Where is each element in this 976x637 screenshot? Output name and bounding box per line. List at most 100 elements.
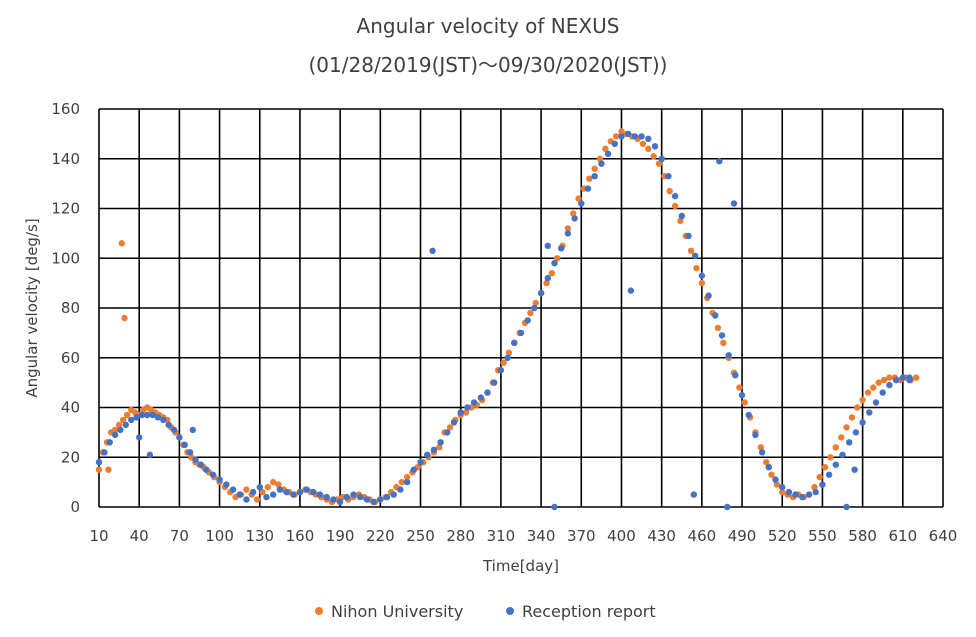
reception-report-point — [544, 274, 551, 282]
nihon-university-point — [645, 145, 652, 152]
reception-report-point — [464, 404, 471, 411]
nihon-university-point — [677, 217, 684, 225]
x-tick-label: 460 — [688, 527, 717, 545]
reception-report-point — [625, 130, 632, 138]
reception-report-point — [429, 247, 436, 254]
reception-report-point — [738, 391, 746, 399]
reception-report-point — [618, 133, 625, 140]
nihon-university-point — [639, 140, 647, 147]
reception-report-point — [716, 158, 723, 165]
reception-report-point — [276, 486, 284, 493]
nihon-university-point — [838, 434, 845, 441]
nihon-university-point — [118, 240, 126, 247]
nihon-university-point — [773, 481, 781, 488]
reception-report-point — [106, 439, 113, 446]
reception-report-point — [470, 399, 478, 406]
data-points — [95, 128, 920, 511]
reception-report-point — [705, 292, 712, 299]
nihon-university-point — [811, 483, 818, 491]
x-tick-label: 430 — [647, 527, 676, 545]
reception-report-point — [216, 476, 223, 483]
reception-report-point — [732, 372, 739, 379]
nihon-university-point — [698, 279, 706, 287]
nihon-university-point — [763, 459, 770, 466]
reception-report-point — [627, 287, 635, 294]
y-tick-label: 20 — [61, 448, 80, 466]
reception-report-point — [517, 329, 525, 337]
nihon-university-point — [111, 426, 119, 434]
reception-report-point — [846, 439, 853, 446]
reception-report-point — [154, 414, 162, 421]
reception-report-point — [504, 354, 511, 361]
reception-report-point — [146, 451, 154, 458]
chart-title-line1: Angular velocity of NEXUS — [357, 14, 620, 38]
reception-report-point — [584, 185, 592, 192]
nihon-university-point — [618, 128, 625, 135]
nihon-university-point — [564, 225, 572, 232]
y-tick-label: 160 — [51, 100, 80, 118]
nihon-university-point — [403, 473, 411, 481]
nihon-university-point — [779, 488, 786, 496]
reception-report-point — [578, 200, 585, 207]
x-tick-label: 10 — [89, 527, 108, 545]
reception-report-point — [138, 411, 146, 419]
reception-report-point — [651, 143, 659, 150]
x-tick-label: 250 — [406, 527, 435, 545]
x-tick-label: 640 — [929, 527, 958, 545]
nihon-university-point — [843, 424, 850, 431]
reception-report-point — [283, 488, 290, 496]
reception-report-point — [745, 411, 752, 419]
reception-report-point — [551, 503, 558, 511]
reception-report-point — [851, 466, 858, 473]
nihon-university-point — [264, 483, 271, 491]
reception-report-point — [531, 304, 538, 312]
reception-report-point — [866, 409, 873, 416]
nihon-university-point — [854, 404, 861, 411]
reception-report-point — [692, 252, 699, 259]
nihon-university-point — [693, 265, 700, 272]
reception-report-point — [812, 488, 819, 496]
reception-report-point — [176, 434, 183, 441]
reception-report-point — [417, 459, 424, 466]
reception-report-point — [604, 150, 612, 157]
reception-report-point — [192, 456, 199, 463]
reception-report-point — [437, 439, 444, 446]
x-tick-label: 310 — [487, 527, 516, 545]
nihon-university-point — [870, 384, 877, 391]
reception-report-point — [843, 503, 850, 511]
legend: Nihon University Reception report — [315, 602, 656, 621]
x-tick-label: 130 — [245, 527, 274, 545]
reception-report-point — [290, 491, 297, 498]
x-tick-label: 100 — [205, 527, 234, 545]
x-tick-label: 490 — [728, 527, 757, 545]
x-tick-label: 610 — [888, 527, 917, 545]
reception-report-point — [524, 317, 531, 324]
reception-report-point — [430, 446, 438, 453]
reception-report-point — [832, 461, 839, 468]
legend-label-reception-report: Reception report — [522, 602, 656, 621]
nihon-university-point — [602, 145, 609, 152]
y-tick-label: 120 — [51, 200, 80, 218]
reception-report-point — [229, 486, 237, 493]
nihon-university-point — [757, 444, 764, 451]
reception-report-point — [186, 449, 194, 456]
reception-report-point — [149, 411, 156, 419]
x-tick-labels: 10 40 70 100 130 160 190 220 250 280 310 340 370 400 4… — [89, 527, 957, 545]
x-tick-label: 340 — [527, 527, 556, 545]
y-tick-label: 0 — [70, 498, 80, 516]
nihon-university-point — [741, 399, 748, 406]
nihon-university-point — [436, 444, 443, 451]
reception-report-point — [170, 426, 178, 434]
reception-report-point — [658, 155, 665, 162]
nihon-university-point — [827, 454, 834, 461]
nihon-university-point — [768, 471, 775, 478]
reception-report-point — [598, 160, 605, 167]
nihon-university-point — [462, 409, 470, 416]
reception-report-point — [852, 429, 860, 436]
reception-report-point — [544, 242, 551, 249]
nihon-university-point — [650, 153, 657, 160]
reception-report-point — [410, 466, 417, 473]
x-tick-label: 520 — [768, 527, 797, 545]
legend-marker-reception-report — [506, 607, 514, 615]
